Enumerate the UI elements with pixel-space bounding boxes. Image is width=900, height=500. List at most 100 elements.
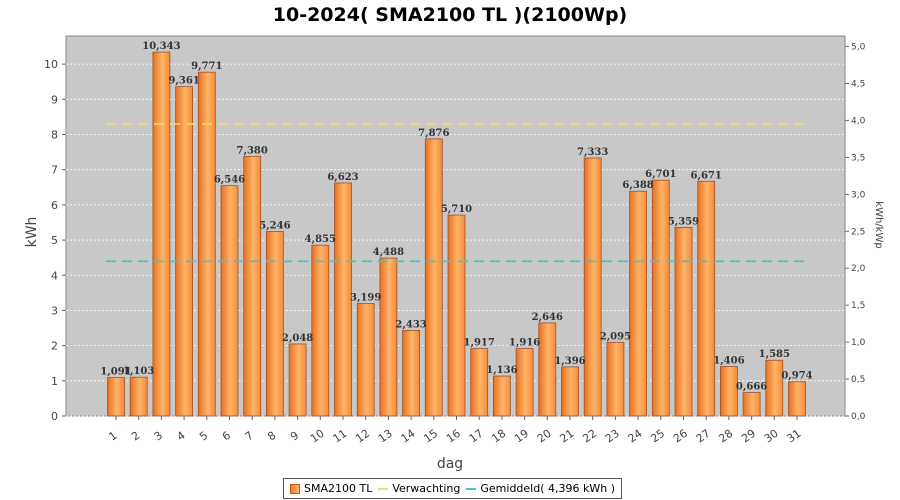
bar <box>402 329 421 417</box>
x-tick-label: 8 <box>265 429 278 444</box>
y-tick-label: 8 <box>51 129 58 142</box>
x-tick-label: 31 <box>785 427 804 446</box>
bar <box>470 348 489 417</box>
x-tick-label: 17 <box>467 427 486 446</box>
y-right-tick-label: 3,5 <box>851 153 865 163</box>
bar <box>697 180 716 417</box>
x-tick-label: 2 <box>129 429 142 444</box>
bar-value-label: 10,343 <box>142 41 180 52</box>
bar-value-label: 2,048 <box>282 333 313 344</box>
legend-swatch-average <box>466 487 477 490</box>
x-tick-label: 27 <box>694 427 713 446</box>
x-tick-label: 23 <box>603 427 622 446</box>
y-tick-label: 0 <box>51 410 58 423</box>
bar <box>220 185 239 417</box>
legend-item-expected: Verwachting <box>378 482 460 495</box>
bar-value-label: 6,388 <box>622 180 653 191</box>
x-tick-label: 5 <box>197 429 210 444</box>
x-tick-label: 21 <box>558 427 577 446</box>
gridlines <box>66 63 845 417</box>
reference-lines <box>106 123 807 263</box>
x-axis-label: dag <box>437 456 463 472</box>
x-tick-label: 29 <box>739 427 758 446</box>
x-tick-label: 14 <box>399 427 418 446</box>
bar-value-label: 1,585 <box>759 349 790 360</box>
bar <box>356 303 375 417</box>
bar-value-label: 7,876 <box>418 128 449 139</box>
bar-value-label: 0,666 <box>736 382 767 393</box>
y-right-tick-label: 4,0 <box>851 116 866 126</box>
x-tick-label: 16 <box>444 427 463 446</box>
bar-value-label: 7,380 <box>237 145 268 156</box>
bar <box>379 257 398 417</box>
bar <box>538 322 557 417</box>
x-tick-label: 3 <box>152 429 165 444</box>
bar-value-label: 5,710 <box>441 204 472 215</box>
y-right-tick-label: 1,5 <box>851 301 865 311</box>
y-tick-label: 7 <box>51 164 58 177</box>
x-tick-label: 26 <box>671 427 690 446</box>
bar <box>175 86 194 417</box>
y-tick-label: 6 <box>51 199 58 212</box>
bar <box>742 392 761 417</box>
bar-value-label: 1,091 <box>100 367 131 378</box>
bar-value-label: 6,671 <box>691 170 722 181</box>
x-tick-label: 25 <box>648 427 667 446</box>
legend-swatch-series <box>290 483 300 494</box>
x-tick-label: 30 <box>762 427 781 446</box>
y-tick-label: 3 <box>51 304 58 317</box>
x-tick-label: 11 <box>331 427 350 446</box>
x-tick-label: 9 <box>288 429 301 444</box>
bar <box>606 341 625 417</box>
bar <box>288 343 307 417</box>
y-right-tick-label: 5,0 <box>851 43 866 53</box>
y-tick-label: 9 <box>51 93 58 106</box>
x-tick-label: 7 <box>243 429 256 444</box>
bar <box>243 155 262 417</box>
x-tick-label: 10 <box>308 427 327 446</box>
bar <box>311 244 330 417</box>
y-right-tick-label: 4,5 <box>851 80 865 90</box>
bar-value-label: 1,396 <box>554 356 585 367</box>
y-right-tick-label: 2,5 <box>851 227 865 237</box>
x-tick-label: 12 <box>353 427 372 446</box>
x-tick-label: 13 <box>376 427 395 446</box>
y-axis-right: 0,0 0,5 1,0 1,5 2,0 2,5 3,0 3,5 4,0 4,5 5,0 <box>844 36 866 422</box>
bar <box>334 182 352 417</box>
y-tick-label: 2 <box>51 340 58 353</box>
bar-value-label: 9,771 <box>191 61 222 72</box>
y-right-tick-label: 1,0 <box>851 338 866 348</box>
bar <box>129 376 148 417</box>
bar <box>651 179 670 417</box>
x-tick-label: 20 <box>535 427 554 446</box>
bar <box>788 381 806 417</box>
legend-item-average: Gemiddeld( 4,396 kWh ) <box>466 482 615 495</box>
bar <box>765 359 784 417</box>
legend-swatch-expected <box>378 487 389 490</box>
y-axis-label: kWh <box>24 217 40 248</box>
x-tick-label: 28 <box>716 427 735 446</box>
bar <box>447 214 466 417</box>
bar-value-label: 5,359 <box>668 216 699 227</box>
y-right-tick-label: 0,5 <box>851 375 865 385</box>
x-tick-label: 22 <box>580 427 599 446</box>
bar-value-label: 9,361 <box>168 76 199 87</box>
y-axis-right-label: kWh/kWp <box>873 201 884 248</box>
y-tick-label: 5 <box>51 234 58 247</box>
y-tick-label: 4 <box>51 269 58 282</box>
x-axis: 1 2 3 4 5 6 7 8 9 10 11 12 13 14 15 16 17 18 19 20 21 22 23 24 2… <box>106 416 803 445</box>
bars <box>107 51 806 417</box>
bar <box>515 348 534 417</box>
bar <box>561 366 579 417</box>
y-tick-label: 1 <box>51 375 58 388</box>
bar <box>152 51 171 417</box>
bar-value-label: 2,433 <box>395 319 426 330</box>
x-tick-label: 1 <box>106 429 119 444</box>
x-tick-label: 6 <box>220 429 233 444</box>
bar <box>265 231 284 417</box>
bar-value-label: 1,103 <box>123 366 154 377</box>
bar-value-label: 6,701 <box>645 169 676 180</box>
bar-value-label: 1,136 <box>486 365 517 376</box>
bar-value-label: 7,333 <box>577 147 608 158</box>
